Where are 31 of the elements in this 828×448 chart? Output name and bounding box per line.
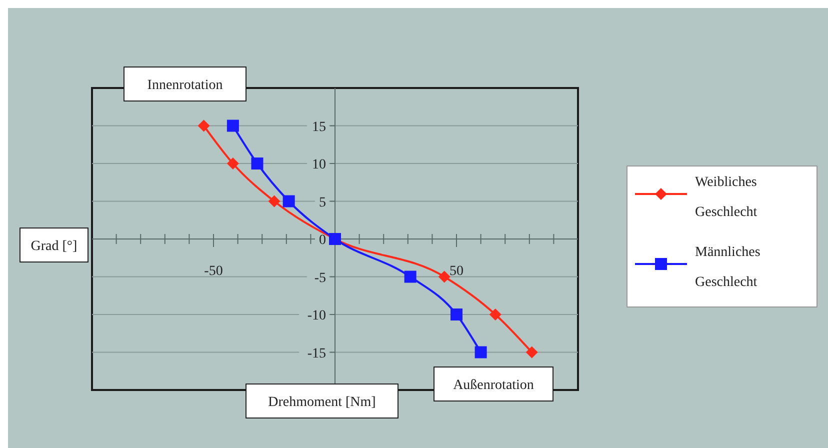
point — [226, 120, 239, 132]
x-tick-label: -50 — [204, 264, 223, 279]
annotation: Außenrotation — [453, 378, 534, 393]
legend-label: Männliches Geschlecht — [695, 245, 760, 290]
y-tick-label: 0 — [319, 233, 326, 248]
label-box: Drehmoment [Nm] — [246, 384, 398, 418]
point — [489, 308, 502, 320]
point — [438, 270, 450, 283]
y-tick-label: -15 — [307, 346, 326, 362]
x-tick-label: 50 — [450, 264, 464, 279]
label-box: Grad [°] — [20, 228, 88, 262]
y-tick-label: -5 — [314, 270, 326, 286]
y-tick-label: 5 — [319, 195, 326, 210]
point — [198, 120, 210, 132]
point — [268, 195, 280, 208]
y-tick-label: 10 — [312, 158, 326, 172]
label-box: Innenrotation — [124, 66, 246, 102]
y-axis-title: Grad [°] — [30, 239, 78, 254]
point — [526, 346, 538, 358]
x-axis-title: Drehmoment [Nm] — [268, 395, 376, 410]
annotation: Innenrotation — [147, 78, 223, 93]
label-box: Außenrotation — [434, 366, 554, 402]
legend-label: Weibliches Geschlecht — [695, 175, 758, 220]
point — [450, 308, 462, 320]
point — [404, 270, 416, 283]
y-tick-label: -10 — [307, 308, 326, 324]
point — [474, 346, 487, 358]
point — [282, 195, 295, 208]
y-tick-label: 15 — [312, 120, 326, 135]
point — [226, 158, 239, 170]
point — [251, 158, 264, 170]
